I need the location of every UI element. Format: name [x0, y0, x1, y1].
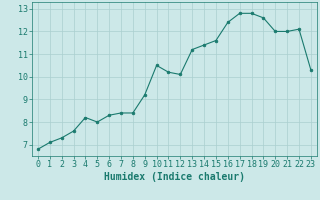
- X-axis label: Humidex (Indice chaleur): Humidex (Indice chaleur): [104, 172, 245, 182]
